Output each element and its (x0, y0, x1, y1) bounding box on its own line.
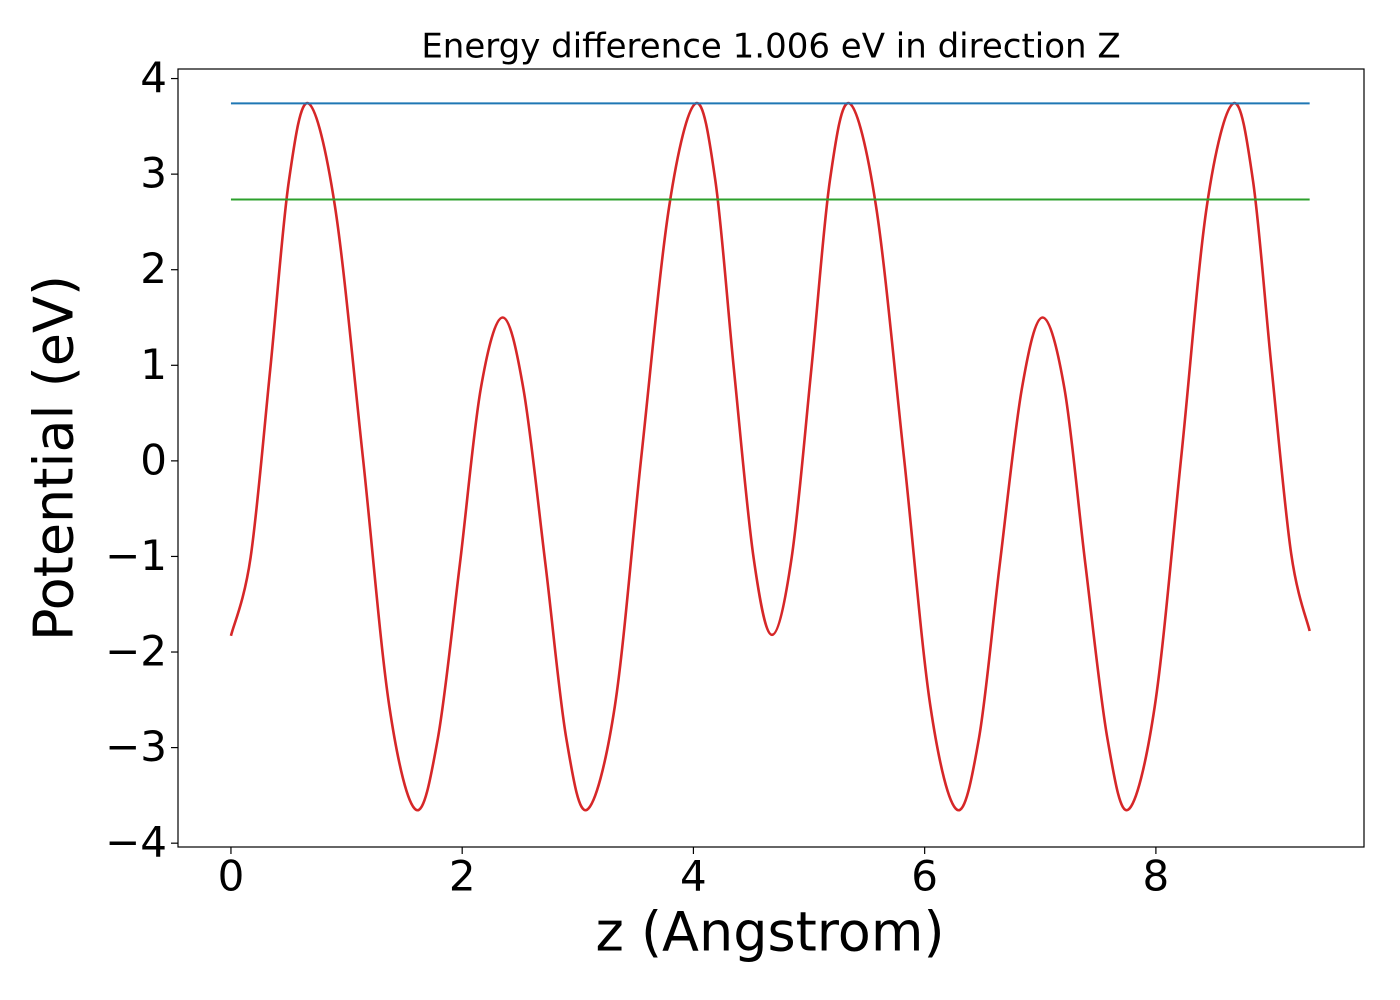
y-tick-label: 0 (140, 435, 167, 484)
chart-title: Energy difference 1.006 eV in direction … (421, 27, 1120, 67)
x-tick-label: 4 (680, 852, 707, 901)
y-tick-label: −1 (105, 531, 167, 580)
x-tick-label: 0 (218, 852, 245, 901)
y-tick-label: −2 (105, 627, 167, 676)
y-tick-label: 4 (140, 53, 167, 102)
data-line (229, 102, 1311, 812)
y-axis-label: Potential (eV) (23, 275, 86, 641)
x-tick-label: 2 (449, 852, 476, 901)
x-axis-label: z (Angstrom) (595, 901, 944, 964)
y-tick-label: −4 (105, 818, 167, 867)
plot-frame (177, 68, 1365, 848)
y-tick-label: 3 (140, 149, 167, 198)
y-tick-label: 2 (140, 244, 167, 293)
x-tick-label: 8 (1143, 852, 1170, 901)
y-tick-label: −3 (105, 722, 167, 771)
y-tick-label: 1 (140, 340, 167, 389)
x-tick-label: 6 (911, 852, 938, 901)
